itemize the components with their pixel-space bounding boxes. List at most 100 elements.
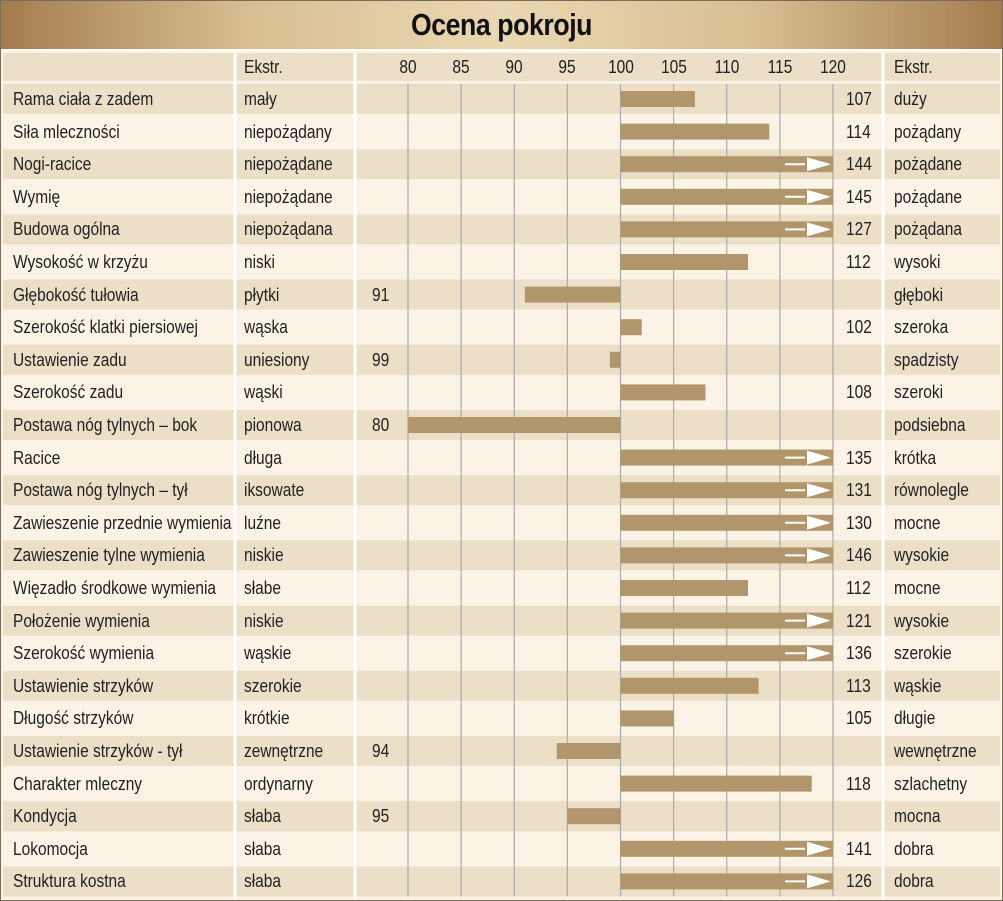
left-extreme-label: iksowate: [244, 480, 305, 501]
right-extreme-label: krótka: [894, 447, 937, 468]
header-right-ext: Ekstr.: [894, 57, 933, 77]
bar: [620, 580, 748, 596]
value-label: 145: [846, 186, 872, 207]
trait-label: Rama ciała z zadem: [13, 89, 154, 109]
trait-label: Siła mleczności: [13, 121, 120, 142]
bar: [620, 514, 833, 531]
right-extreme-label: szerokie: [894, 643, 952, 664]
tick-label: 100: [607, 57, 634, 77]
trait-label: Głębokość tułowia: [13, 284, 139, 305]
overflow-arrow-head: [807, 613, 831, 628]
bar: [408, 417, 621, 433]
row-stripe: [3, 507, 1000, 538]
value-label: 94: [372, 741, 390, 761]
bar: [620, 482, 833, 499]
value-label: 144: [846, 154, 872, 175]
trait-label: Racice: [13, 447, 61, 468]
bar: [620, 123, 770, 140]
right-extreme-label: pożądany: [894, 121, 962, 142]
overflow-arrow-head: [807, 841, 831, 856]
value-label: 130: [846, 512, 872, 533]
bar: [620, 612, 833, 629]
left-extreme-label: niepożądany: [244, 121, 332, 142]
value-label: 136: [846, 643, 872, 664]
bar: [524, 286, 621, 303]
trait-label: Nogi-racice: [13, 154, 92, 175]
overflow-arrow-head: [807, 548, 831, 563]
value-label: 141: [846, 838, 872, 859]
right-extreme-label: równolegle: [894, 480, 969, 501]
right-extreme-label: mocne: [894, 578, 941, 598]
trait-label: Więzadło środkowe wymienia: [13, 578, 217, 598]
left-extreme-label: zewnętrzne: [244, 741, 324, 761]
left-extreme-label: słaba: [244, 806, 282, 827]
left-extreme-label: luźne: [244, 512, 282, 533]
row-stripe: [3, 214, 1000, 245]
left-extreme-label: słaba: [244, 871, 282, 892]
right-extreme-label: szeroka: [894, 317, 949, 338]
value-label: 108: [846, 382, 872, 403]
right-extreme-label: mocne: [894, 512, 941, 533]
header-left-ext: Ekstr.: [244, 57, 283, 77]
row-stripe: [3, 833, 1000, 864]
trait-label: Szerokość klatki piersiowej: [13, 317, 198, 338]
row-stripe: [3, 638, 1000, 669]
tick-label: 85: [452, 57, 470, 77]
row-stripe: [3, 442, 1000, 473]
right-extreme-label: szlachetny: [894, 773, 968, 794]
trait-label: Szerokość wymienia: [13, 643, 155, 664]
value-label: 135: [846, 447, 872, 468]
trait-label: Lokomocja: [13, 838, 88, 859]
row-stripe: [3, 181, 1000, 212]
trait-label: Długość strzyków: [13, 708, 134, 729]
trait-label: Położenie wymienia: [13, 610, 150, 631]
bar: [567, 808, 621, 825]
value-label: 127: [846, 219, 872, 240]
row-stripe: [3, 573, 1000, 603]
bar: [620, 319, 642, 336]
right-extreme-label: podsiebna: [894, 415, 966, 435]
row-stripe: [3, 475, 1000, 506]
row-stripe: [3, 149, 1000, 180]
tick-label: 90: [505, 57, 523, 77]
trait-label: Ustawienie strzyków - tył: [13, 741, 183, 761]
bar: [620, 91, 695, 107]
value-label: 131: [846, 480, 872, 501]
overflow-arrow-head: [807, 874, 831, 889]
tick-label: 120: [820, 57, 846, 77]
left-extreme-label: wąskie: [244, 643, 292, 664]
left-extreme-label: niepożądana: [244, 219, 333, 240]
left-extreme-label: niepożądane: [244, 154, 333, 175]
value-label: 105: [846, 708, 872, 729]
bar: [620, 254, 748, 270]
chart-title: Ocena pokroju: [410, 7, 593, 42]
left-extreme-label: ordynarny: [244, 773, 313, 794]
right-extreme-label: dobra: [894, 871, 934, 892]
right-extreme-label: szeroki: [894, 382, 944, 403]
row-stripe: [3, 866, 1000, 897]
trait-label: Kondycja: [13, 806, 77, 827]
row-stripe: [3, 540, 1000, 571]
right-extreme-label: wysoki: [894, 252, 941, 272]
trait-label: Zawieszenie przednie wymienia: [13, 512, 232, 533]
value-label: 80: [372, 415, 390, 435]
row-stripe: [3, 344, 1000, 375]
right-extreme-label: pożądana: [894, 219, 963, 240]
trait-label: Wysokość w krzyżu: [13, 252, 148, 272]
left-extreme-label: krótkie: [244, 708, 290, 729]
tick-label: 95: [558, 57, 576, 77]
row-stripe: [3, 312, 1000, 343]
tick-label: 115: [767, 57, 793, 77]
right-extreme-label: pożądane: [894, 186, 963, 207]
trait-label: Postawa nóg tylnych – tył: [13, 480, 188, 501]
overflow-arrow-head: [807, 157, 831, 172]
trait-label: Szerokość zadu: [13, 382, 124, 403]
left-extreme-label: długa: [244, 447, 282, 468]
overflow-arrow-head: [807, 189, 831, 204]
value-label: 95: [372, 806, 390, 827]
row-stripe: [3, 116, 1000, 147]
bar: [620, 840, 833, 857]
value-label: 102: [846, 317, 872, 338]
right-extreme-label: wysokie: [894, 545, 950, 566]
